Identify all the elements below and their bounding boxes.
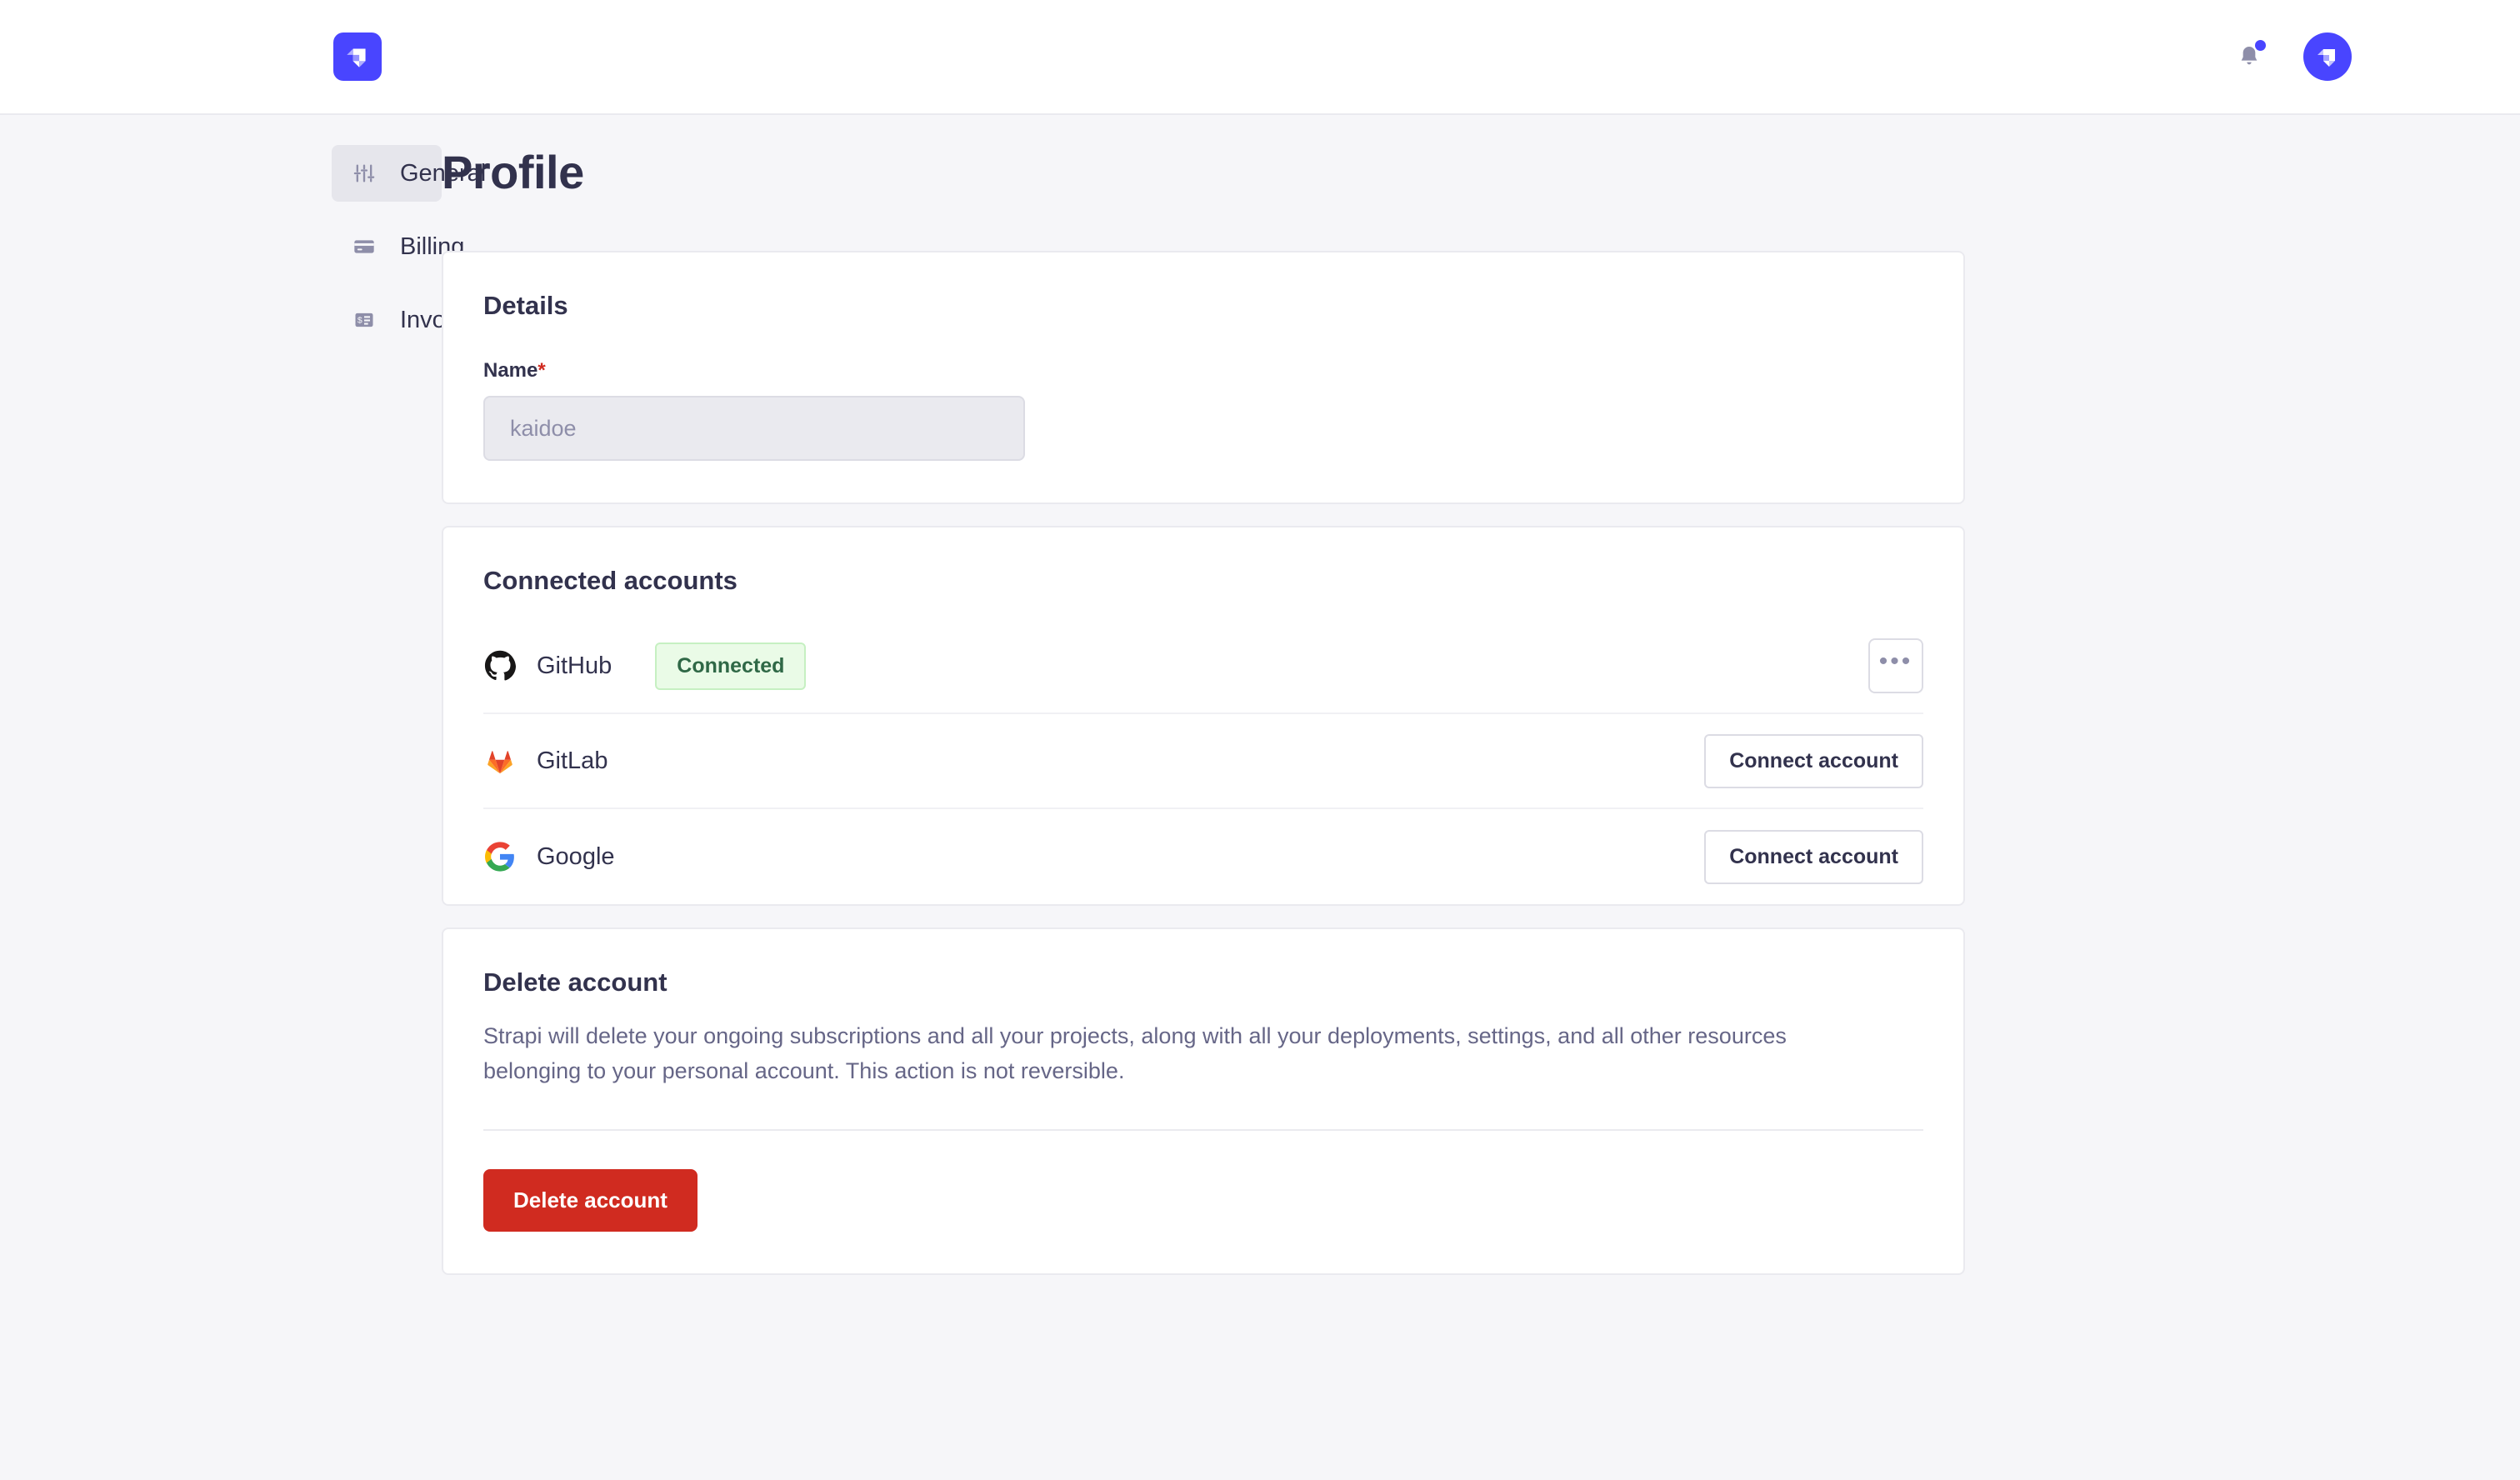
- account-info: GitHub Connected: [483, 642, 1868, 690]
- connected-accounts-title: Connected accounts: [483, 566, 738, 595]
- user-avatar-icon: [2318, 49, 2335, 67]
- main-content: Profile Details Name* kaidoe Connected a…: [442, 145, 2300, 1297]
- connected-accounts-card: Connected accounts GitHub Connected •••: [442, 526, 1965, 906]
- notifications-button[interactable]: [2232, 39, 2267, 74]
- credit-card-icon: [350, 232, 378, 261]
- gitlab-icon: [483, 744, 517, 778]
- app-header: [0, 0, 2520, 115]
- details-card: Details Name* kaidoe: [442, 251, 1965, 504]
- account-name: Google: [537, 842, 615, 870]
- account-name: GitLab: [537, 747, 608, 774]
- delete-account-card: Delete account Strapi will delete your o…: [442, 928, 1965, 1275]
- strapi-logo-icon[interactable]: [333, 32, 382, 81]
- name-field-label: Name*: [483, 359, 1923, 382]
- name-label-text: Name: [483, 359, 538, 382]
- account-info: Google: [483, 840, 1704, 873]
- account-name: GitHub: [537, 652, 612, 679]
- connect-account-button-google[interactable]: Connect account: [1704, 829, 1923, 884]
- connect-account-button-gitlab[interactable]: Connect account: [1704, 733, 1923, 788]
- header-actions: [2232, 32, 2477, 81]
- sidebar-item-general[interactable]: General: [332, 145, 486, 202]
- account-info: GitLab: [483, 744, 1704, 778]
- status-badge: Connected: [655, 642, 807, 690]
- page-body: General Billing $: [0, 115, 2520, 1297]
- sidebar-item-label: General: [400, 159, 487, 187]
- delete-account-description: Strapi will delete your ongoing subscrip…: [483, 1023, 1787, 1083]
- account-row-github: GitHub Connected •••: [483, 619, 1923, 714]
- delete-account-button[interactable]: Delete account: [483, 1168, 698, 1232]
- sidebar-item-billing[interactable]: Billing: [332, 218, 464, 275]
- user-avatar[interactable]: [2303, 32, 2352, 81]
- account-row-google: Google Connect account: [483, 809, 1923, 904]
- account-row-gitlab: GitLab Connect account: [483, 714, 1923, 809]
- divider: [483, 1128, 1923, 1131]
- invoice-icon: $: [350, 306, 378, 334]
- delete-account-title: Delete account: [483, 968, 668, 997]
- bell-icon: [2241, 47, 2258, 65]
- google-icon: [483, 840, 517, 873]
- page-title: Profile: [442, 146, 584, 198]
- account-more-menu-button[interactable]: •••: [1868, 638, 1923, 693]
- required-marker: *: [538, 359, 546, 382]
- notification-badge-dot: [2255, 40, 2266, 51]
- github-icon: [483, 649, 517, 682]
- details-card-title: Details: [483, 291, 568, 320]
- sidebar-item-invoices[interactable]: $ Invoices: [332, 292, 488, 348]
- settings-sidebar: General Billing $: [0, 145, 488, 1297]
- svg-text:$: $: [358, 316, 362, 326]
- name-input[interactable]: kaidoe: [483, 396, 1025, 461]
- connected-accounts-list: GitHub Connected •••: [443, 619, 1963, 904]
- sliders-icon: [350, 159, 378, 188]
